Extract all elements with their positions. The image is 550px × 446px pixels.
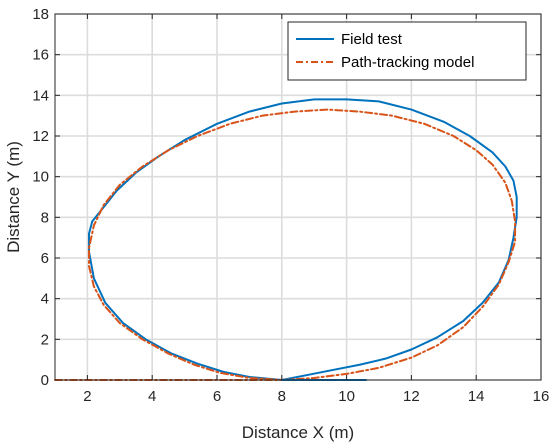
x-tick-label: 6	[213, 388, 221, 405]
y-tick-label: 4	[41, 291, 49, 308]
y-tick-label: 10	[32, 169, 49, 186]
y-tick-label: 8	[41, 209, 49, 226]
legend-label-1: Path-tracking model	[341, 54, 474, 71]
y-tick-label: 14	[32, 87, 49, 104]
legend-box	[287, 21, 527, 81]
legend: Field test Path-tracking model	[287, 21, 527, 81]
x-tick-label: 14	[468, 388, 485, 405]
x-tick-label: 8	[278, 388, 286, 405]
x-tick-label: 12	[403, 388, 420, 405]
y-tick-label: 16	[32, 47, 49, 64]
x-tick-label: 2	[83, 388, 91, 405]
series-line-0	[88, 98, 518, 381]
x-tick-label: 4	[148, 388, 156, 405]
y-tick-label: 0	[41, 372, 49, 389]
y-tick-label: 6	[41, 250, 49, 267]
ticks: 2 4 6 8 10 12 14 16 0 2 4 6 8 10 12 14 16 18	[32, 6, 549, 405]
y-tick-label: 18	[32, 6, 49, 23]
x-axis-label: Distance X (m)	[242, 423, 354, 442]
y-axis-label: Distance Y (m)	[4, 141, 23, 253]
x-tick-label: 10	[338, 388, 355, 405]
x-tick-label: 16	[533, 388, 550, 405]
y-tick-label: 12	[32, 128, 49, 145]
series-line-1	[88, 108, 517, 381]
axes-box	[54, 13, 542, 381]
legend-label-0: Field test	[341, 31, 403, 48]
y-tick-label: 2	[41, 331, 49, 348]
